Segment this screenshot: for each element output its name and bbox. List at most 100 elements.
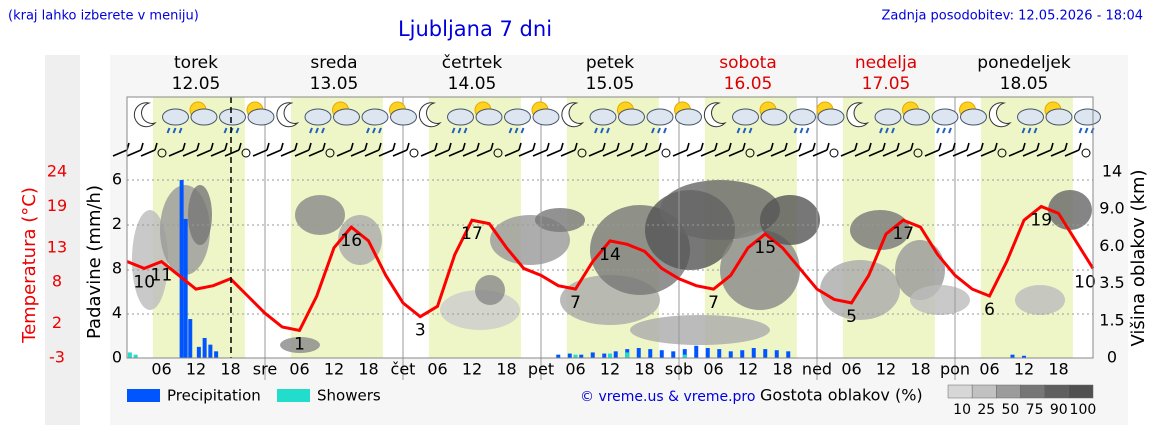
wind-barb bbox=[350, 142, 368, 157]
cloud-icon bbox=[646, 108, 674, 126]
x-day-label: čet bbox=[391, 360, 416, 379]
cloud-cover bbox=[132, 210, 168, 310]
wind-barb bbox=[434, 142, 452, 157]
temperature-label: 5 bbox=[846, 307, 857, 327]
x-tick-label: 12 bbox=[876, 360, 896, 379]
wind-barb bbox=[714, 142, 732, 157]
wind-barb bbox=[770, 142, 788, 157]
precip-bar bbox=[214, 351, 219, 358]
day-date: 12.05 bbox=[172, 74, 221, 94]
precip-bar bbox=[659, 350, 664, 358]
wind-barb bbox=[952, 142, 970, 157]
wind-barb bbox=[882, 142, 900, 157]
temperature-tick-label: -3 bbox=[49, 348, 65, 367]
cloud-icon bbox=[931, 108, 959, 126]
temperature-label: 15 bbox=[754, 238, 776, 258]
precip-bar bbox=[179, 180, 184, 358]
wind-barb bbox=[1022, 142, 1040, 157]
wind-calm bbox=[241, 148, 251, 158]
x-day-label: sre bbox=[253, 360, 277, 379]
wind-barb bbox=[476, 142, 494, 157]
x-tick-label: 06 bbox=[979, 360, 999, 379]
precip-bar bbox=[636, 347, 641, 358]
wind-barb bbox=[280, 142, 298, 157]
cloud-cover bbox=[760, 195, 820, 245]
x-tick-label: 06 bbox=[703, 360, 723, 379]
shower-bar bbox=[682, 354, 687, 358]
day-name: sreda bbox=[310, 53, 357, 73]
temperature-axis-title: Temperatura (°C) bbox=[19, 187, 40, 344]
wind-barb bbox=[140, 142, 158, 157]
cloud-icon bbox=[162, 108, 189, 126]
cloud-icon bbox=[447, 108, 474, 126]
wind-barb bbox=[938, 142, 956, 157]
precip-tick-label: 8 bbox=[112, 259, 122, 278]
cloud-icon bbox=[475, 108, 503, 126]
shower-bar bbox=[625, 352, 630, 358]
moon-icon bbox=[561, 102, 585, 128]
x-tick-label: 06 bbox=[565, 360, 585, 379]
temperature-line bbox=[126, 204, 1095, 333]
precip-bar bbox=[188, 319, 193, 358]
rain-icon bbox=[879, 127, 895, 134]
left-panel bbox=[45, 55, 80, 425]
precip-bar bbox=[671, 351, 676, 358]
day-name: ponedeljek bbox=[977, 53, 1071, 73]
day-date: 16.05 bbox=[724, 74, 773, 94]
cloud-legend-swatch bbox=[1020, 384, 1045, 399]
precip-bar bbox=[705, 347, 710, 358]
rain-icon bbox=[936, 127, 952, 134]
wind-barb bbox=[854, 142, 872, 157]
wind-barb bbox=[588, 142, 606, 157]
precip-axis-title: Padavine (mm/h) bbox=[84, 185, 105, 339]
credit: © vreme.us & vreme.pro bbox=[580, 389, 755, 405]
cloud-cover bbox=[535, 208, 585, 232]
cloud-legend-label: 100 bbox=[1070, 402, 1097, 418]
rain-icon bbox=[309, 127, 325, 134]
x-tick-label: 12 bbox=[462, 360, 482, 379]
wind-barb bbox=[546, 142, 564, 157]
wind-barb bbox=[728, 142, 746, 157]
temperature-label: 17 bbox=[461, 224, 483, 244]
wind-barb bbox=[532, 142, 550, 157]
temperature-label: 11 bbox=[151, 266, 173, 286]
wind-barb bbox=[364, 142, 382, 157]
cloud-cover bbox=[1015, 285, 1065, 315]
precip-bar bbox=[183, 218, 188, 358]
cloud-icon bbox=[1017, 108, 1044, 126]
precip-bar bbox=[682, 349, 687, 358]
precip-bar bbox=[208, 344, 213, 358]
wind-barb bbox=[462, 142, 480, 157]
cloud-icon bbox=[532, 108, 560, 126]
wind-barb bbox=[700, 142, 718, 157]
wind-barb bbox=[168, 142, 186, 157]
wind-barb bbox=[630, 142, 648, 157]
x-day-label: sob bbox=[665, 360, 693, 379]
day-date: 15.05 bbox=[586, 74, 635, 94]
cloud-cover bbox=[910, 285, 970, 315]
x-tick-label: 18 bbox=[910, 360, 930, 379]
precip-bar bbox=[602, 353, 607, 358]
cloud-height-tick-label: 0 bbox=[1107, 348, 1117, 367]
wind-barb bbox=[924, 142, 942, 157]
cloud-legend-swatch bbox=[996, 384, 1021, 399]
wind-calm bbox=[577, 148, 587, 158]
cloud-height-tick-label: 1.5 bbox=[1099, 310, 1124, 329]
x-day-label: ned bbox=[802, 360, 832, 379]
day-name: sobota bbox=[719, 53, 777, 73]
wind-barb bbox=[1036, 142, 1054, 157]
moon-icon bbox=[846, 102, 870, 128]
wind-barb bbox=[196, 142, 214, 157]
temperature-label: 10 bbox=[1074, 272, 1096, 292]
rain-icon bbox=[166, 127, 183, 134]
wind-calm bbox=[409, 148, 419, 158]
wind-calm bbox=[661, 148, 671, 158]
precip-bar bbox=[590, 352, 595, 358]
x-tick-label: 18 bbox=[1048, 360, 1068, 379]
cloud-height-axis-title: Višina oblakov (km) bbox=[1128, 169, 1149, 346]
cloud-icon bbox=[190, 108, 218, 126]
precip-tick-label: 4 bbox=[112, 303, 122, 322]
shower-bar bbox=[608, 353, 612, 358]
cloud-height-tick-label: 14 bbox=[1102, 162, 1122, 181]
x-tick-label: 12 bbox=[186, 360, 206, 379]
